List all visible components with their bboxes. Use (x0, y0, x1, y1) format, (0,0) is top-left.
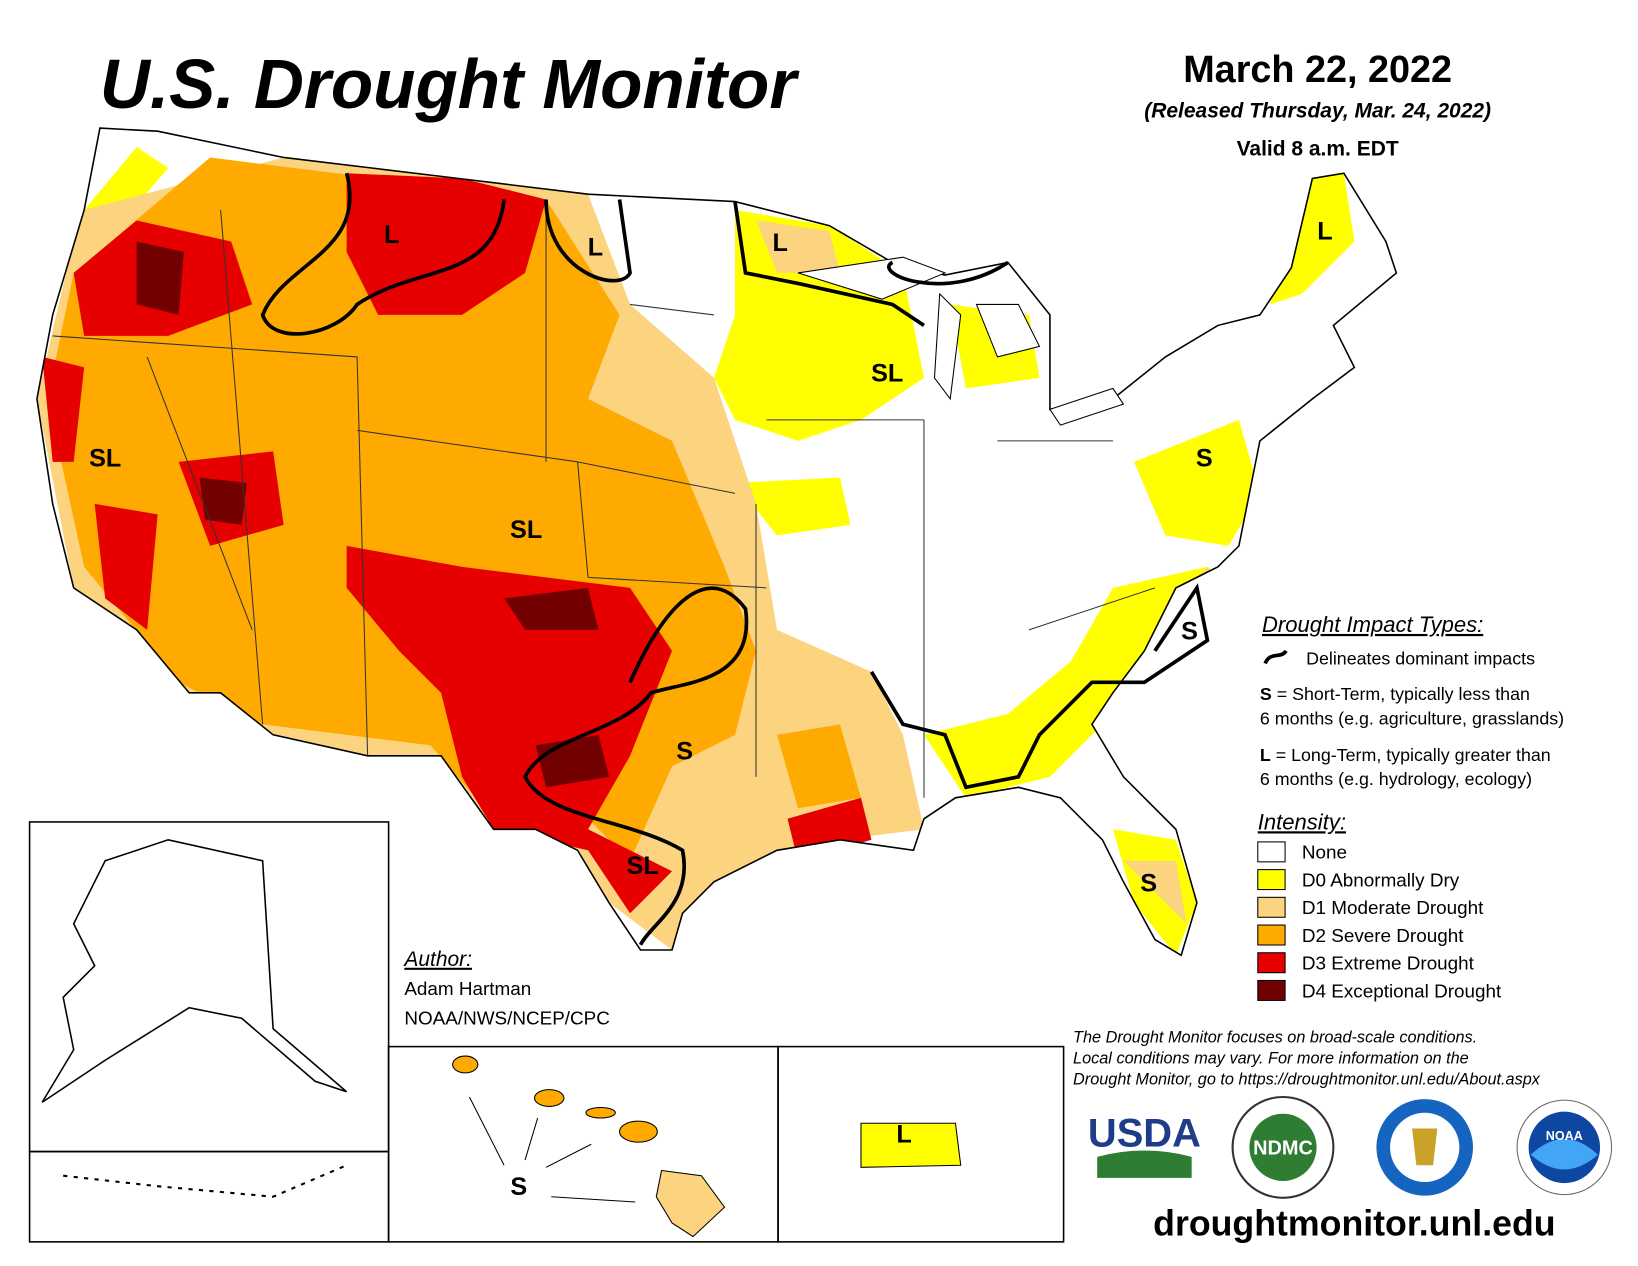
valid: Valid 8 a.m. EDT (1237, 137, 1399, 160)
impact-label: S (1196, 444, 1213, 472)
drought-area (585, 1106, 616, 1119)
drought-area (42, 356, 85, 462)
legend-label: D3 Extreme Drought (1302, 954, 1475, 975)
impact-label: SL (871, 359, 903, 387)
drought-area (533, 1089, 565, 1107)
impact-line-label: Delineates dominant impacts (1306, 648, 1535, 668)
impact-long: L = Long-Term, typically greater than (1260, 745, 1551, 765)
legend-swatch (1257, 924, 1286, 946)
legend-label: D2 Severe Drought (1302, 926, 1464, 947)
legend-swatch (1257, 869, 1286, 891)
impact-label: L (384, 221, 399, 249)
noaa-logo: NOAA (1516, 1099, 1613, 1196)
drought-area (777, 724, 861, 809)
impact-label: SL (510, 516, 542, 544)
logo-text: USDA (1088, 1111, 1201, 1155)
impact-key: L (1260, 745, 1271, 765)
note-line: Local conditions may vary. For more info… (1073, 1049, 1469, 1067)
impact-line-symbol (1263, 649, 1288, 665)
title: U.S. Drought Monitor (100, 45, 800, 123)
impact-short: S = Short-Term, typically less than (1260, 684, 1530, 704)
author-name: Adam Hartman (404, 979, 531, 1000)
legend-swatch (1257, 841, 1286, 863)
impact-key: S (1260, 684, 1272, 704)
drought-area (619, 1120, 658, 1143)
intensity-title: Intensity: (1258, 809, 1346, 834)
logo-text: NOAA (1546, 1129, 1583, 1143)
impact-detail: 6 months (e.g. hydrology, ecology) (1260, 769, 1532, 789)
impact-label: S (1140, 870, 1157, 898)
commerce-logo (1376, 1099, 1473, 1196)
drought-area (756, 220, 840, 273)
impact-label: S (1181, 618, 1198, 646)
impact-label: S (676, 737, 693, 765)
logo-text: NDMC (1253, 1138, 1313, 1160)
impact-text: = Short-Term, typically less than (1277, 684, 1530, 704)
impact-label: S (510, 1173, 527, 1201)
impact-lines (260, 172, 1210, 946)
author-title: Author: (402, 948, 472, 971)
drought-area (735, 477, 851, 536)
d4-areas (136, 241, 610, 788)
ndmc-logo: NDMC (1231, 1095, 1335, 1199)
impact-label: SL (89, 444, 121, 472)
state-lines (52, 199, 1156, 798)
impact-label: L (896, 1120, 911, 1148)
impact-label: L (772, 229, 787, 257)
intensity-legend: None D0 Abnormally Dry D1 Moderate Drought… (1257, 841, 1502, 1002)
drought-area (1133, 419, 1260, 546)
hawaii-pointers (468, 1096, 636, 1203)
great-lakes (797, 256, 1125, 426)
drought-area (94, 503, 158, 630)
drought-area (346, 173, 547, 315)
date: March 22, 2022 (1183, 49, 1452, 91)
drought-area (504, 587, 599, 630)
inset-frames (28, 821, 1065, 1243)
legend-label: D4 Exceptional Drought (1302, 981, 1502, 1002)
note-line: Drought Monitor, go to https://droughtmo… (1073, 1070, 1541, 1088)
impact-detail: 6 months (e.g. agriculture, grasslands) (1260, 708, 1564, 728)
legend-label: D0 Abnormally Dry (1302, 870, 1460, 891)
impact-label: L (588, 233, 603, 261)
logo-field (1097, 1150, 1192, 1178)
legend-label: D1 Moderate Drought (1302, 898, 1484, 919)
author-org: NOAA/NWS/NCEP/CPC (404, 1009, 610, 1030)
impact-label: L (1317, 218, 1332, 246)
legend-swatch (1257, 896, 1286, 918)
drought-area (199, 477, 247, 525)
note-line: The Drought Monitor focuses on broad-sca… (1073, 1028, 1477, 1046)
legend-swatch (1257, 952, 1286, 974)
impact-text: = Long-Term, typically greater than (1276, 745, 1551, 765)
drought-area (655, 1169, 726, 1238)
drought-area (1123, 860, 1187, 924)
site-url: droughtmonitor.unl.edu (1153, 1204, 1555, 1244)
impact-label: SL (627, 852, 659, 880)
usda-logo: USDA (1088, 1111, 1201, 1178)
drought-area (452, 1055, 479, 1074)
impact-title: Drought Impact Types: (1262, 612, 1483, 637)
alaska (41, 838, 348, 1103)
drought-area (346, 545, 673, 914)
drought-area (1270, 173, 1355, 305)
released: (Released Thursday, Mar. 24, 2022) (1144, 100, 1491, 123)
puerto-rico (860, 1122, 962, 1168)
drought-area (136, 241, 184, 315)
hawaii (452, 1055, 726, 1238)
legend-swatch (1257, 979, 1286, 1001)
legend-label: None (1302, 843, 1347, 864)
